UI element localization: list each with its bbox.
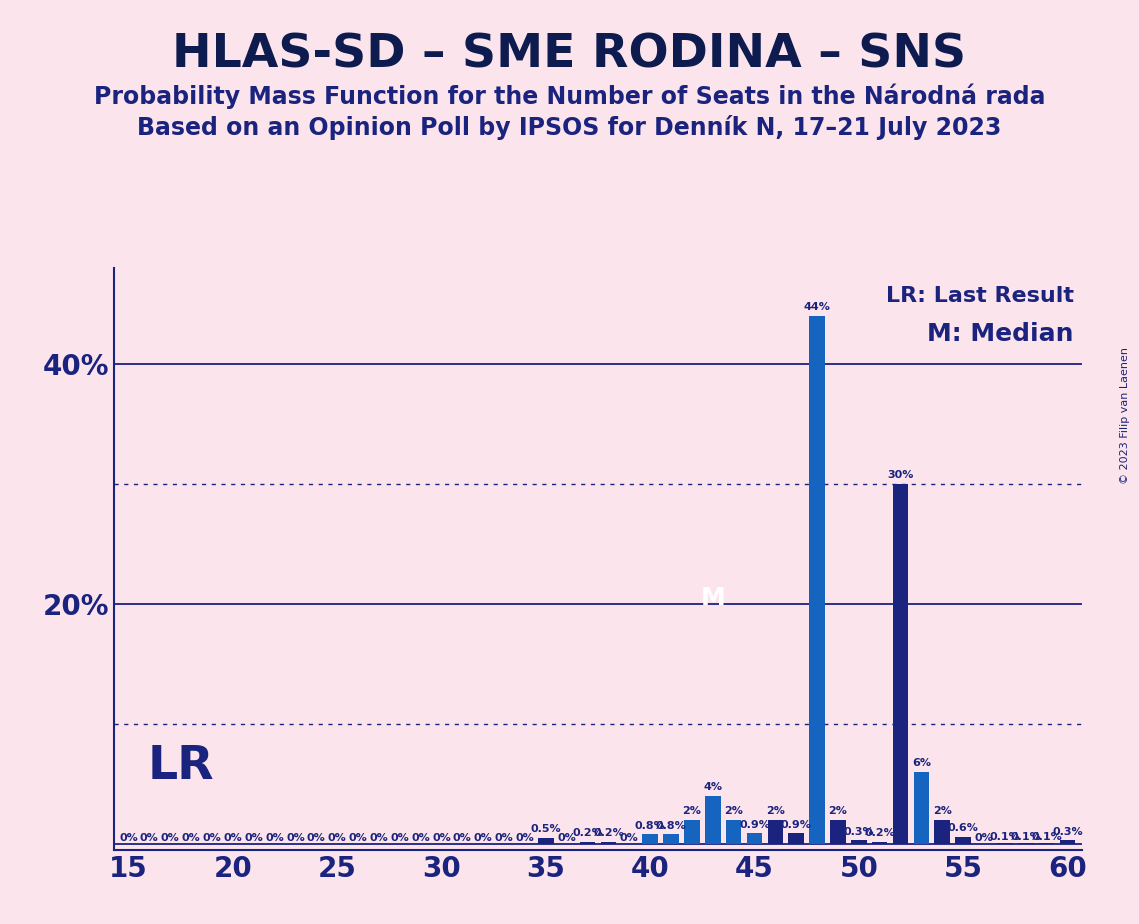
Text: 0%: 0% bbox=[203, 833, 221, 843]
Bar bbox=[1059, 841, 1075, 845]
Text: 0.3%: 0.3% bbox=[1052, 827, 1083, 837]
Text: Probability Mass Function for the Number of Seats in the Národná rada: Probability Mass Function for the Number… bbox=[93, 83, 1046, 109]
Text: 0.2%: 0.2% bbox=[572, 828, 603, 838]
Text: 0%: 0% bbox=[620, 833, 639, 843]
Bar bbox=[871, 842, 887, 845]
Bar bbox=[747, 833, 762, 845]
Bar bbox=[538, 838, 554, 845]
Text: 0%: 0% bbox=[328, 833, 346, 843]
Text: 0%: 0% bbox=[975, 833, 993, 843]
Text: 0%: 0% bbox=[223, 833, 243, 843]
Text: 0%: 0% bbox=[557, 833, 576, 843]
Text: 2%: 2% bbox=[828, 807, 847, 817]
Bar bbox=[1039, 843, 1055, 845]
Bar bbox=[788, 833, 804, 845]
Text: 0%: 0% bbox=[391, 833, 409, 843]
Text: 0.9%: 0.9% bbox=[739, 820, 770, 830]
Text: 0%: 0% bbox=[432, 833, 451, 843]
Text: 0.2%: 0.2% bbox=[593, 828, 624, 838]
Bar bbox=[913, 772, 929, 845]
Text: 2%: 2% bbox=[765, 807, 785, 817]
Bar bbox=[997, 843, 1013, 845]
Bar bbox=[851, 841, 867, 845]
Text: 0%: 0% bbox=[453, 833, 472, 843]
Bar bbox=[934, 821, 950, 845]
Text: 0%: 0% bbox=[306, 833, 326, 843]
Text: HLAS-SD – SME RODINA – SNS: HLAS-SD – SME RODINA – SNS bbox=[172, 32, 967, 78]
Text: 44%: 44% bbox=[804, 302, 830, 312]
Bar bbox=[1018, 843, 1033, 845]
Text: 0%: 0% bbox=[349, 833, 368, 843]
Text: 0%: 0% bbox=[516, 833, 534, 843]
Text: 0.1%: 0.1% bbox=[990, 832, 1021, 842]
Text: 2%: 2% bbox=[933, 807, 952, 817]
Text: 0%: 0% bbox=[369, 833, 388, 843]
Text: 2%: 2% bbox=[682, 807, 702, 817]
Text: 0%: 0% bbox=[265, 833, 284, 843]
Text: M: Median: M: Median bbox=[927, 322, 1074, 346]
Bar bbox=[830, 821, 846, 845]
Text: LR: Last Result: LR: Last Result bbox=[886, 286, 1074, 306]
Text: 0.1%: 0.1% bbox=[1031, 832, 1062, 842]
Text: 4%: 4% bbox=[703, 783, 722, 793]
Text: 0.5%: 0.5% bbox=[531, 824, 562, 834]
Bar bbox=[956, 837, 970, 845]
Bar bbox=[768, 821, 784, 845]
Text: Based on an Opinion Poll by IPSOS for Denník N, 17–21 July 2023: Based on an Opinion Poll by IPSOS for De… bbox=[138, 116, 1001, 140]
Bar bbox=[642, 834, 658, 845]
Text: 0.8%: 0.8% bbox=[634, 821, 665, 831]
Text: 0%: 0% bbox=[182, 833, 200, 843]
Text: 0.3%: 0.3% bbox=[844, 827, 874, 837]
Text: 2%: 2% bbox=[724, 807, 743, 817]
Text: 0.8%: 0.8% bbox=[656, 821, 687, 831]
Text: 0.6%: 0.6% bbox=[948, 823, 978, 833]
Bar bbox=[600, 842, 616, 845]
Text: LR: LR bbox=[147, 744, 214, 788]
Text: 0%: 0% bbox=[245, 833, 263, 843]
Text: 0.1%: 0.1% bbox=[1010, 832, 1041, 842]
Text: 0%: 0% bbox=[494, 833, 514, 843]
Bar bbox=[580, 842, 596, 845]
Text: © 2023 Filip van Laenen: © 2023 Filip van Laenen bbox=[1121, 347, 1130, 484]
Bar bbox=[705, 796, 721, 845]
Text: 30%: 30% bbox=[887, 470, 913, 480]
Bar bbox=[726, 821, 741, 845]
Bar bbox=[685, 821, 699, 845]
Bar bbox=[893, 484, 908, 845]
Text: 0.9%: 0.9% bbox=[780, 820, 812, 830]
Bar bbox=[809, 316, 825, 845]
Text: 0%: 0% bbox=[286, 833, 305, 843]
Text: 0%: 0% bbox=[140, 833, 158, 843]
Text: M: M bbox=[700, 586, 726, 610]
Text: 0%: 0% bbox=[411, 833, 431, 843]
Text: 0%: 0% bbox=[120, 833, 138, 843]
Text: 0.2%: 0.2% bbox=[865, 828, 895, 838]
Text: 0%: 0% bbox=[161, 833, 180, 843]
Text: 0%: 0% bbox=[474, 833, 492, 843]
Bar bbox=[663, 834, 679, 845]
Text: 6%: 6% bbox=[912, 759, 931, 769]
